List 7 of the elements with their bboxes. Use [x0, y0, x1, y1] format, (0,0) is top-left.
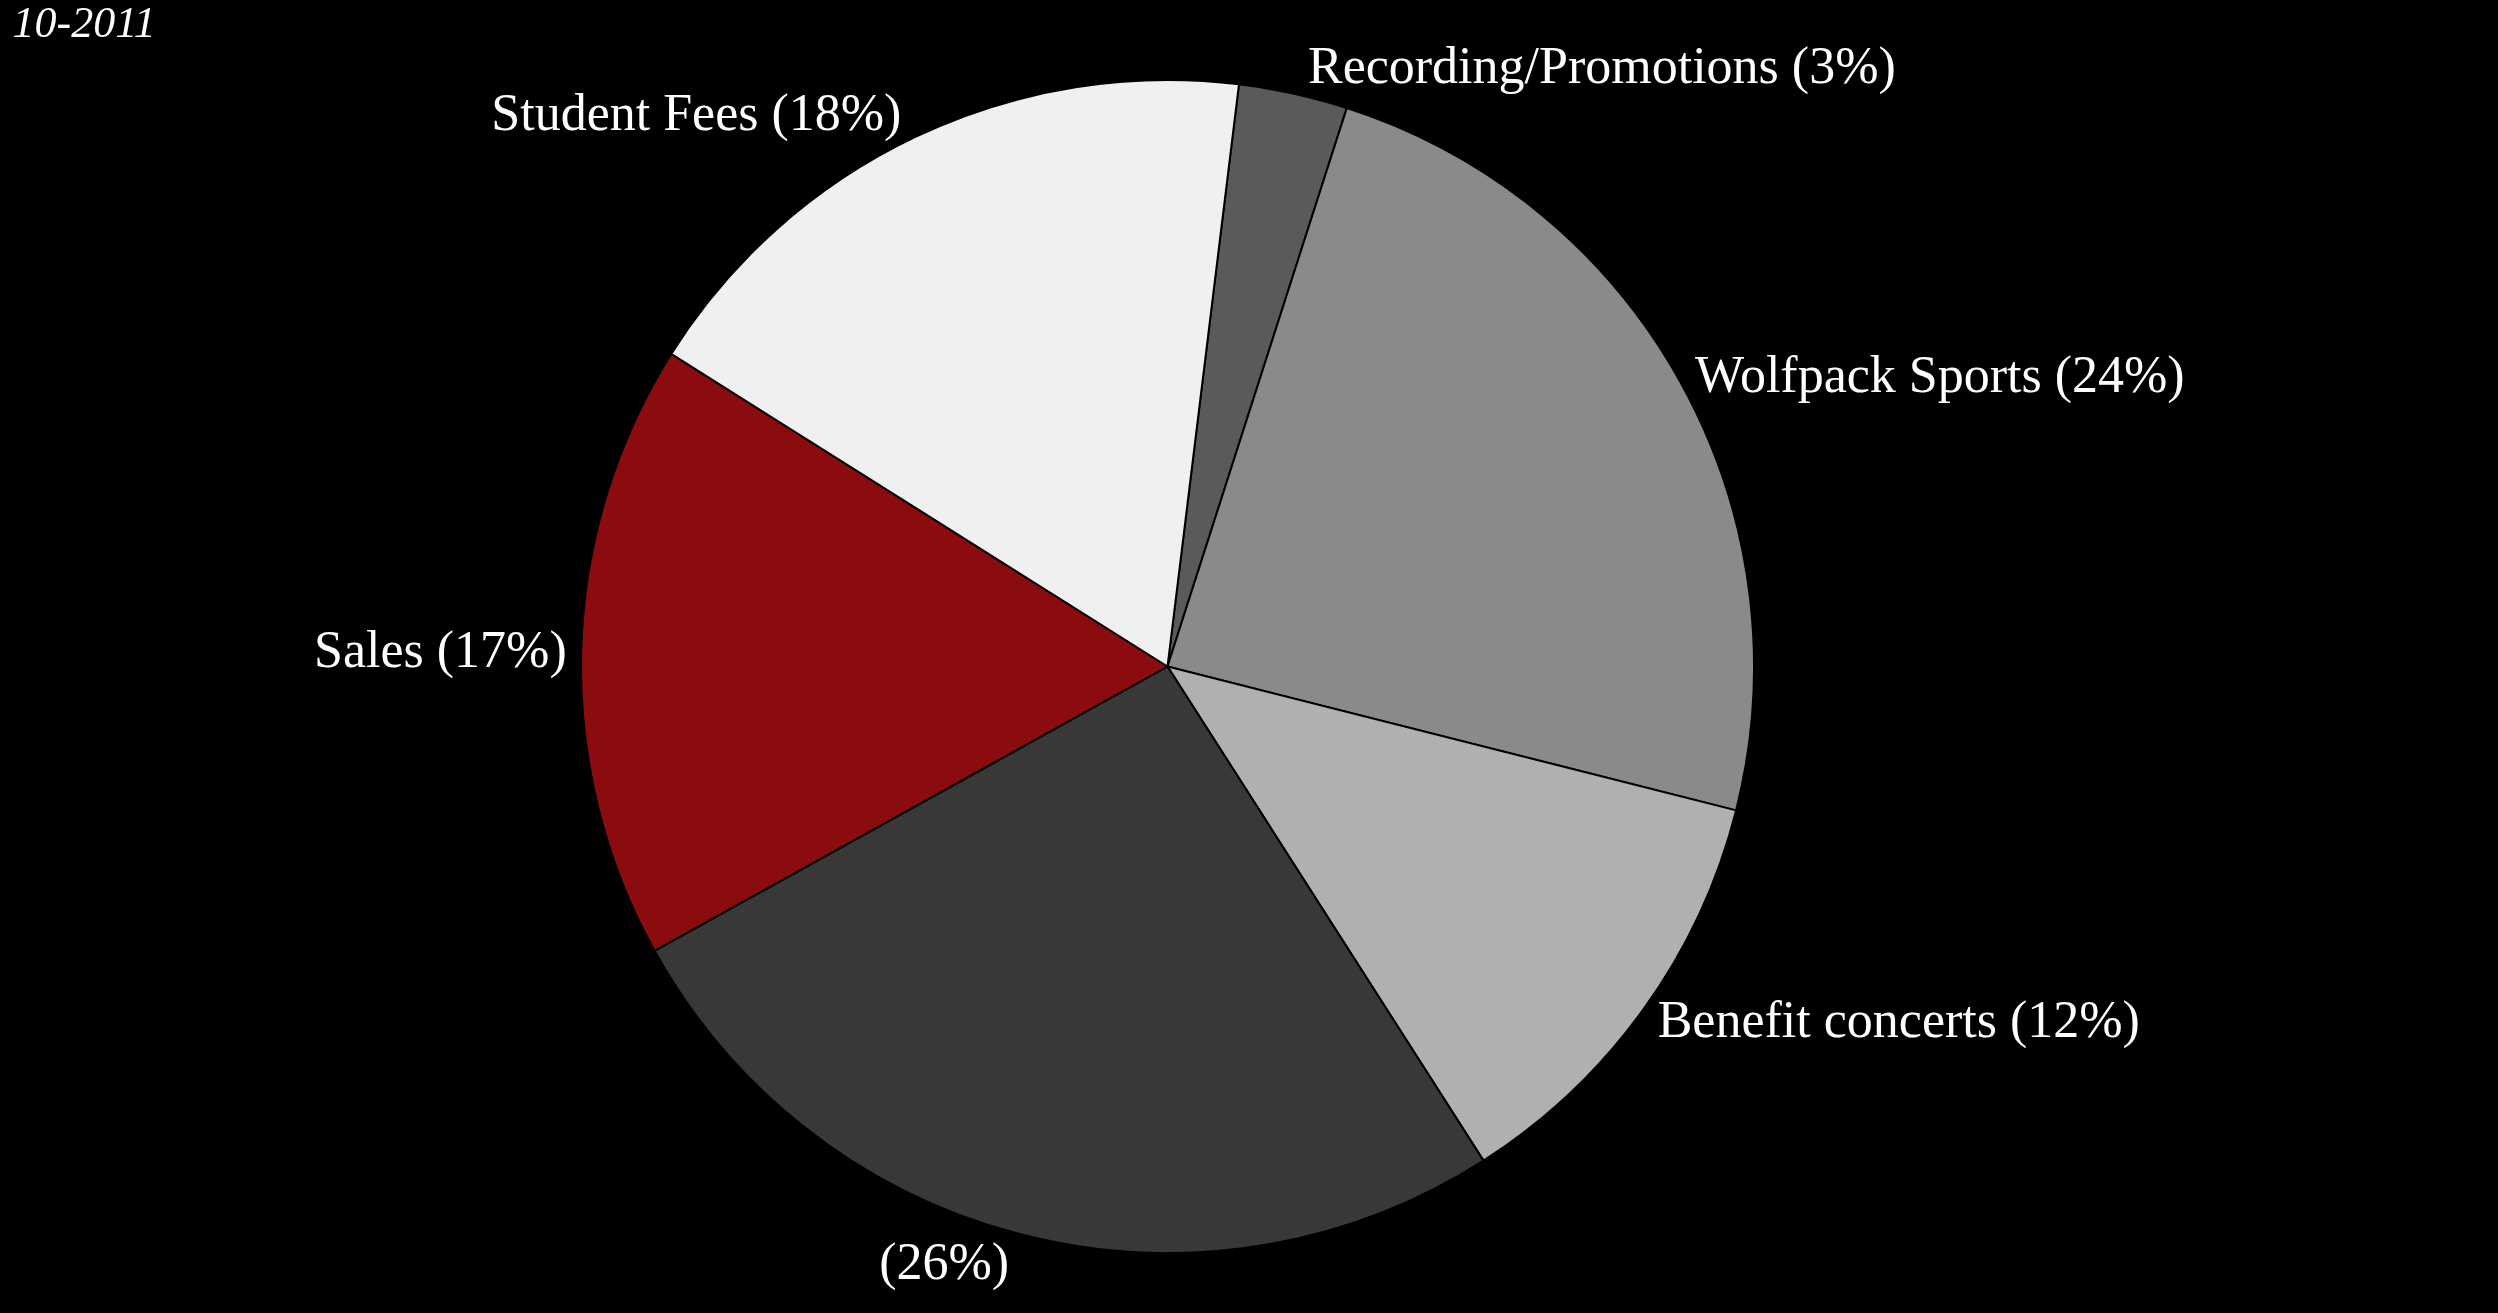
slice-label: Benefit concerts (12%)	[1657, 990, 2140, 1049]
slice-label: Student Fees (18%)	[491, 84, 902, 143]
chart-title: 10-2011	[12, 0, 156, 48]
slice-label: Sales (17%)	[314, 621, 567, 680]
data-label: (26%)	[879, 1233, 1010, 1292]
slice-label: Wolfpack Sports (24%)	[1694, 346, 2185, 405]
slice-label: Recording/Promotions (3%)	[1307, 37, 1896, 96]
